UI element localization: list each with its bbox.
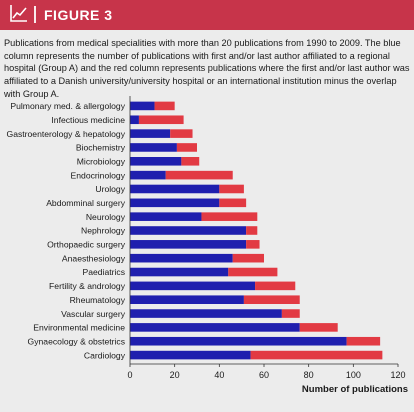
line-chart-icon (10, 5, 27, 22)
header-divider (34, 6, 36, 23)
bar-group-a (130, 198, 220, 208)
bar-group-b (228, 267, 278, 277)
bar-group-b (246, 240, 260, 249)
category-label: Gastroenterology & hepatology (7, 129, 126, 139)
category-label: Cardiology (84, 350, 126, 360)
x-tick-label: 20 (170, 370, 180, 380)
category-label: Abdomminal surgery (46, 198, 126, 208)
category-label: Paediatrics (82, 267, 125, 277)
bar-group-a (130, 115, 139, 125)
bar-group-b (250, 350, 383, 360)
bar-group-a (130, 212, 202, 221)
x-tick-label: 120 (390, 370, 405, 380)
bar-group-a (130, 281, 256, 291)
bar-group-b (219, 184, 244, 194)
figure-title: FIGURE 3 (44, 7, 113, 23)
category-label: Biochemistry (76, 143, 126, 153)
category-label: Pulmonary med. & allergology (10, 101, 125, 111)
bar-group-b (232, 253, 264, 263)
bar-group-b (255, 281, 296, 291)
bar-group-a (130, 295, 244, 305)
figure-header: FIGURE 3 (0, 0, 414, 30)
category-label: Gynaecology & obstetrics (28, 336, 125, 346)
bar-group-b (170, 129, 193, 138)
bar-group-b (346, 336, 381, 346)
bar-group-b (181, 156, 200, 166)
category-label: Rheumatology (70, 295, 126, 305)
bar-group-a (130, 350, 251, 360)
bar-group-a (130, 253, 233, 263)
x-tick-label: 40 (214, 370, 224, 380)
bar-group-b (176, 143, 197, 152)
x-tick-label: 80 (304, 370, 314, 380)
bar-group-a (130, 323, 300, 332)
category-label: Orthopaedic surgery (47, 240, 126, 250)
bar-group-b (299, 323, 338, 332)
bar-group-b (138, 115, 184, 125)
bar-group-a (130, 184, 220, 194)
bar-group-a (130, 170, 166, 180)
bar-group-b (165, 170, 233, 180)
bar-group-a (130, 156, 182, 166)
category-label: Microbiology (77, 156, 126, 166)
category-label: Urology (95, 184, 125, 194)
bar-group-a (130, 336, 347, 346)
bar-group-b (154, 101, 175, 111)
axes-layer: 0 20 40 60 80 100 120 (127, 96, 406, 380)
bar-group-b (201, 212, 258, 221)
bar-group-a (130, 101, 155, 111)
bar-group-b (219, 198, 247, 208)
bars-layer (130, 101, 383, 360)
x-tick-label: 60 (259, 370, 269, 380)
category-label: Fertility & andrology (49, 281, 126, 291)
category-label: Neurology (86, 212, 126, 222)
bar-group-a (130, 240, 247, 249)
category-label: Endocrinology (71, 170, 126, 180)
category-label: Nephrology (81, 226, 126, 236)
x-axis-label: Number of publications (302, 384, 408, 395)
category-label: Vascular surgery (61, 309, 126, 319)
bar-group-a (130, 267, 229, 277)
bar-group-a (130, 129, 171, 138)
x-tick-label: 0 (127, 370, 132, 380)
figure-caption: Publications from medical specialities w… (4, 38, 410, 99)
bar-group-a (130, 143, 177, 152)
category-label: Infectious medicine (51, 115, 125, 125)
bar-group-b (246, 226, 258, 235)
x-tick-label: 100 (346, 370, 361, 380)
bar-group-b (243, 295, 300, 305)
category-label: Anaesthesiology (62, 253, 126, 263)
bar-group-a (130, 226, 247, 235)
category-label: Environmental medicine (33, 323, 125, 333)
bar-group-b (281, 309, 300, 318)
bar-group-a (130, 309, 282, 318)
category-labels: Pulmonary med. & allergology Infectious m… (7, 101, 126, 360)
